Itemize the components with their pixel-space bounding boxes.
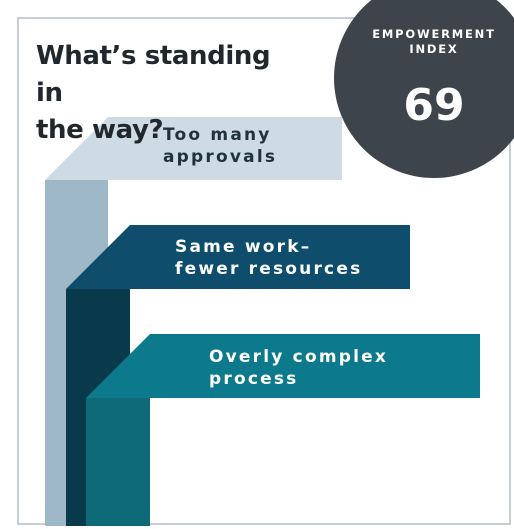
badge-label-line-2: INDEX [409, 42, 459, 56]
card-frame [17, 17, 511, 525]
page-title: What’s standing in the way? [36, 38, 296, 149]
obstacle-3-bar [86, 334, 480, 398]
empowerment-index-badge [334, 0, 514, 178]
obstacle-1-label: Too many approvals [163, 124, 277, 168]
obstacle-1-bar [45, 117, 342, 180]
title-line-2: the way? [36, 115, 164, 145]
obstacle-1-label-line-2: approvals [163, 147, 278, 167]
obstacle-2-label: Same work– fewer resources [175, 236, 362, 280]
obstacle-3-label-line-1: Overly complex [209, 347, 389, 367]
obstacle-1-label-line-1: Too many [163, 125, 272, 145]
title-line-1: What’s standing in [36, 41, 271, 108]
badge-label: EMPOWERMENT INDEX [354, 27, 514, 57]
obstacle-2-bar [66, 225, 410, 289]
obstacle-2-label-line-1: Same work– [175, 237, 312, 257]
obstacle-2-label-line-2: fewer resources [175, 259, 363, 279]
obstacle-3-label-line-2: process [209, 369, 299, 389]
badge-label-line-1: EMPOWERMENT [372, 27, 496, 41]
obstacle-3-label: Overly complex process [209, 346, 388, 390]
badge-value: 69 [403, 80, 465, 131]
obstacle-3-stem [86, 398, 150, 526]
